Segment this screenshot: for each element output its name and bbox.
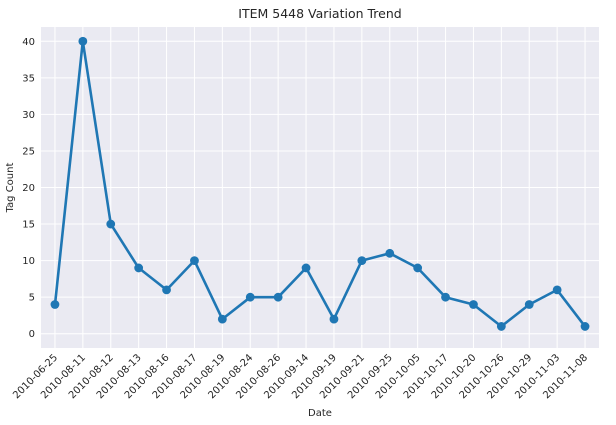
y-tick-label: 40 xyxy=(22,37,35,48)
data-point xyxy=(385,248,395,258)
y-tick-label: 25 xyxy=(22,146,35,157)
y-tick-labels: 0 5 10 15 20 25 30 35 40 xyxy=(22,37,35,340)
data-point xyxy=(217,314,227,324)
data-point xyxy=(413,263,423,273)
chart-title: ITEM 5448 Variation Trend xyxy=(238,6,401,21)
data-point xyxy=(329,314,339,324)
y-tick-label: 35 xyxy=(22,73,35,84)
data-point xyxy=(524,300,534,309)
data-point xyxy=(441,292,450,302)
x-axis-label: Date xyxy=(308,408,332,419)
data-point xyxy=(552,285,562,295)
data-point xyxy=(357,256,367,266)
y-tick-label: 0 xyxy=(29,329,35,340)
y-axis-label: Tag Count xyxy=(5,163,16,214)
data-point xyxy=(245,292,255,302)
y-tick-label: 10 xyxy=(22,256,35,267)
data-point xyxy=(496,322,506,331)
y-tick-label: 5 xyxy=(29,293,35,304)
y-tick-label: 20 xyxy=(22,183,35,194)
data-point xyxy=(162,285,171,295)
data-point xyxy=(134,263,144,273)
series-line xyxy=(53,39,587,328)
data-point xyxy=(106,219,116,229)
data-point xyxy=(78,36,88,46)
data-point xyxy=(580,322,590,331)
data-point xyxy=(301,263,311,273)
data-point xyxy=(190,256,199,266)
data-point xyxy=(50,300,60,309)
y-tick-label: 15 xyxy=(22,220,35,231)
data-point xyxy=(469,300,478,309)
x-tick-labels: 2010-06-252010-08-112010-08-122010-08-13… xyxy=(11,352,590,401)
data-points xyxy=(50,36,590,331)
y-tick-label: 30 xyxy=(22,110,35,121)
data-point xyxy=(273,292,283,302)
